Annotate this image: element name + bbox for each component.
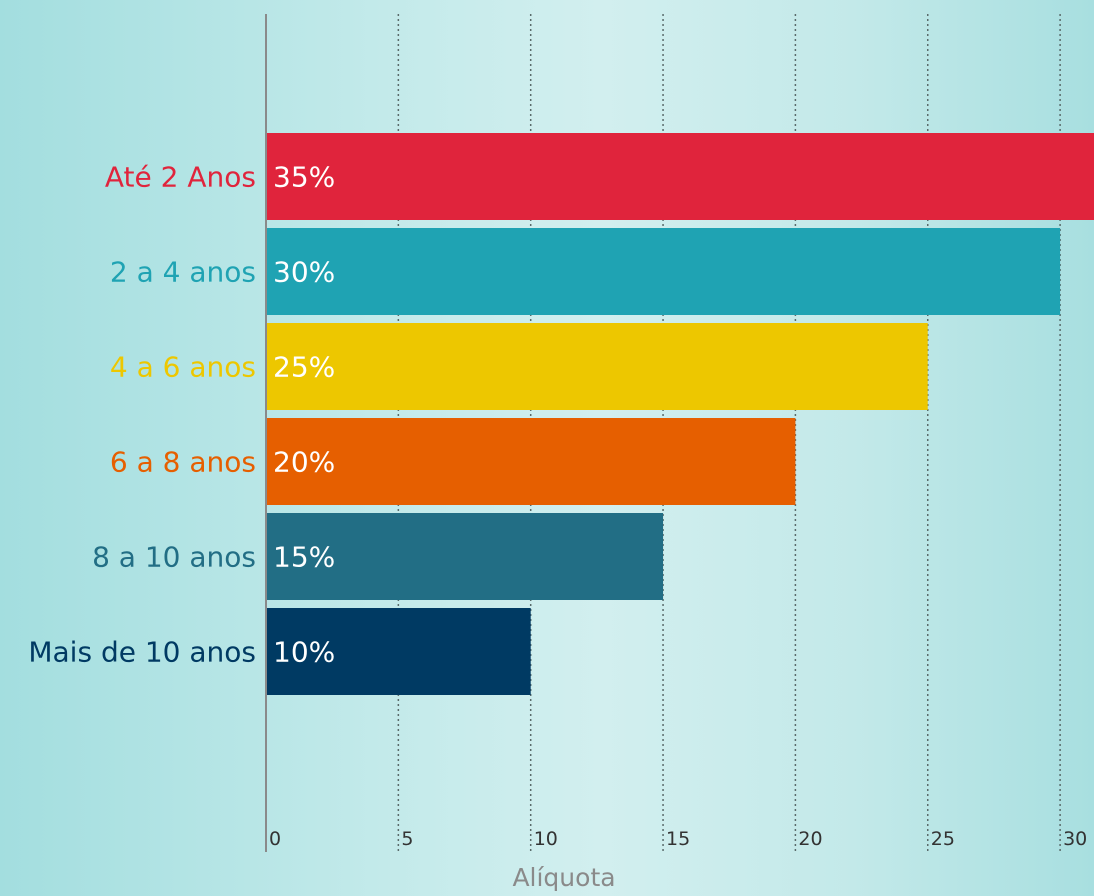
category-label-3: 4 a 6 anos [110,351,256,384]
bar-1 [266,133,1094,220]
bar-6 [266,608,531,695]
category-label-4: 6 a 8 anos [110,446,256,479]
bar-3 [266,323,928,410]
value-label-4: 20% [273,446,335,479]
x-axis-title: Alíquota [512,863,615,892]
bars [266,133,1094,695]
value-label-3: 25% [273,351,335,384]
category-label-2: 2 a 4 anos [110,256,256,289]
value-label-1: 35% [273,161,335,194]
category-label-6: Mais de 10 anos [28,636,256,669]
bar-5 [266,513,664,600]
bar-4 [266,418,796,505]
x-tick-label-25: 25 [931,828,955,850]
x-tick-label-0: 0 [269,828,281,850]
value-label-6: 10% [273,636,335,669]
x-tick-label-20: 20 [798,828,822,850]
x-tick-label-15: 15 [666,828,690,850]
x-tick-labels: 0 5 10 15 20 25 30 [269,828,1087,850]
bar-2 [266,228,1061,315]
x-tick-label-5: 5 [401,828,413,850]
category-labels: Até 2 Anos 2 a 4 anos 4 a 6 anos 6 a 8 anos… [28,161,256,669]
category-label-1: Até 2 Anos [105,161,256,194]
category-label-5: 8 a 10 anos [92,541,256,574]
x-tick-label-30: 30 [1063,828,1087,850]
value-label-5: 15% [273,541,335,574]
value-labels: 35% 30% 25% 20% 15% 10% [273,161,335,669]
x-tick-label-10: 10 [534,828,558,850]
value-label-2: 30% [273,256,335,289]
